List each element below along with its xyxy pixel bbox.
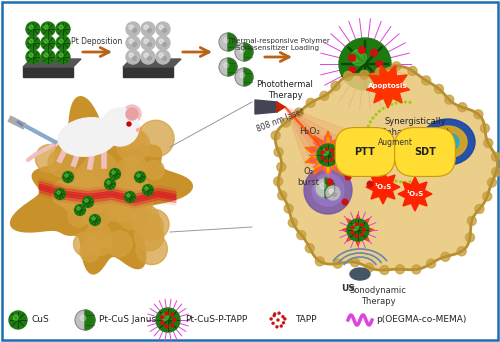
- Circle shape: [434, 84, 444, 93]
- Text: p(OEGMA-co-MEMA): p(OEGMA-co-MEMA): [376, 316, 466, 325]
- Circle shape: [333, 259, 342, 268]
- Circle shape: [378, 172, 380, 174]
- Circle shape: [144, 53, 148, 57]
- Circle shape: [29, 53, 34, 57]
- Circle shape: [360, 224, 363, 227]
- Circle shape: [368, 125, 369, 127]
- Circle shape: [132, 56, 136, 60]
- Circle shape: [44, 39, 48, 43]
- Ellipse shape: [421, 119, 475, 165]
- Circle shape: [345, 174, 351, 180]
- Polygon shape: [366, 170, 400, 204]
- Circle shape: [386, 177, 388, 179]
- Circle shape: [148, 28, 152, 32]
- Circle shape: [468, 216, 476, 225]
- Circle shape: [466, 233, 474, 242]
- Circle shape: [26, 36, 40, 50]
- Circle shape: [355, 223, 358, 225]
- Circle shape: [105, 194, 133, 222]
- Circle shape: [142, 184, 154, 196]
- Circle shape: [376, 61, 382, 67]
- Circle shape: [347, 219, 369, 241]
- Circle shape: [395, 180, 397, 182]
- Circle shape: [170, 313, 173, 316]
- Circle shape: [366, 153, 368, 155]
- Circle shape: [52, 180, 78, 206]
- Circle shape: [358, 47, 365, 53]
- Circle shape: [107, 181, 110, 184]
- Circle shape: [159, 25, 164, 29]
- Circle shape: [108, 183, 146, 221]
- Text: ¹O₂S: ¹O₂S: [374, 184, 392, 190]
- Circle shape: [41, 22, 55, 36]
- Polygon shape: [398, 177, 432, 211]
- Circle shape: [396, 265, 404, 274]
- Circle shape: [274, 177, 282, 186]
- Circle shape: [126, 36, 140, 50]
- Circle shape: [13, 315, 18, 320]
- Text: Pt-CuS Janus: Pt-CuS Janus: [99, 316, 156, 325]
- Circle shape: [123, 105, 141, 123]
- Circle shape: [26, 22, 40, 36]
- Circle shape: [312, 174, 344, 206]
- Circle shape: [162, 56, 166, 60]
- Circle shape: [56, 50, 70, 64]
- Circle shape: [412, 265, 421, 274]
- Ellipse shape: [58, 118, 118, 156]
- Circle shape: [277, 162, 286, 171]
- Text: TAPP: TAPP: [295, 316, 316, 325]
- Circle shape: [240, 48, 244, 53]
- Circle shape: [358, 75, 365, 81]
- Circle shape: [282, 315, 284, 318]
- Wedge shape: [244, 68, 253, 86]
- Wedge shape: [75, 310, 85, 330]
- Circle shape: [404, 181, 406, 183]
- Circle shape: [284, 317, 286, 320]
- Circle shape: [426, 259, 436, 268]
- Text: Synergistically
Enhanced Effect: Synergistically Enhanced Effect: [380, 117, 450, 137]
- Circle shape: [165, 325, 168, 328]
- Circle shape: [297, 231, 306, 239]
- Circle shape: [284, 204, 293, 213]
- Circle shape: [59, 25, 64, 29]
- Circle shape: [282, 118, 290, 127]
- Circle shape: [362, 228, 366, 232]
- Circle shape: [112, 120, 142, 149]
- Circle shape: [400, 181, 402, 183]
- Circle shape: [270, 317, 272, 320]
- Wedge shape: [235, 43, 244, 61]
- Circle shape: [104, 179, 116, 189]
- Circle shape: [367, 181, 373, 187]
- Circle shape: [351, 231, 354, 234]
- Circle shape: [306, 98, 315, 107]
- Circle shape: [59, 53, 64, 57]
- Circle shape: [134, 171, 145, 183]
- Polygon shape: [123, 67, 173, 77]
- Circle shape: [131, 205, 160, 233]
- Circle shape: [85, 199, 88, 202]
- Circle shape: [474, 110, 483, 119]
- Circle shape: [273, 312, 276, 315]
- Circle shape: [108, 172, 142, 206]
- Circle shape: [375, 169, 377, 170]
- Circle shape: [92, 217, 96, 220]
- Polygon shape: [366, 65, 410, 108]
- Circle shape: [288, 218, 298, 227]
- Circle shape: [76, 161, 106, 190]
- Circle shape: [122, 175, 150, 203]
- Circle shape: [304, 166, 352, 214]
- Circle shape: [88, 232, 112, 255]
- Circle shape: [44, 25, 48, 29]
- Circle shape: [278, 312, 280, 315]
- Circle shape: [145, 187, 148, 190]
- Wedge shape: [315, 178, 325, 198]
- Circle shape: [86, 141, 107, 161]
- Text: Pt-CuS-P-TAPP: Pt-CuS-P-TAPP: [185, 316, 247, 325]
- Circle shape: [160, 316, 164, 319]
- Text: Photothermal
Therapy: Photothermal Therapy: [256, 80, 314, 100]
- Circle shape: [59, 39, 64, 43]
- Circle shape: [126, 108, 138, 120]
- Circle shape: [80, 242, 100, 262]
- Circle shape: [274, 147, 283, 157]
